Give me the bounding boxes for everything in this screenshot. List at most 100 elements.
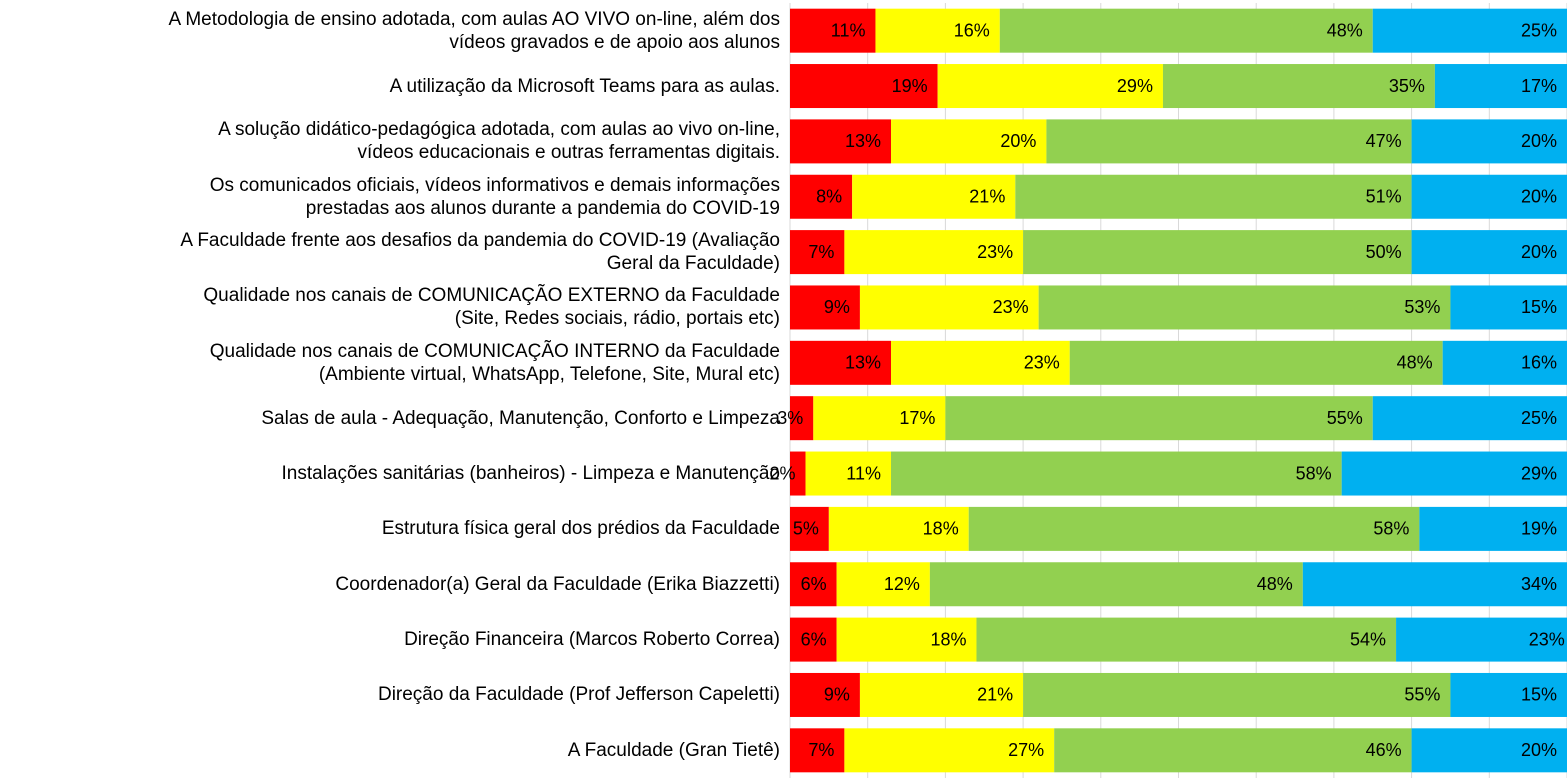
bar-segment (976, 617, 1397, 662)
data-label: 11% (831, 20, 866, 40)
bar-segment (1054, 728, 1412, 773)
data-label: 19% (1521, 519, 1557, 539)
bar-segment (1450, 672, 1567, 717)
bar-segment (968, 506, 1420, 551)
data-label: 11% (846, 463, 881, 483)
bar-segment (1442, 340, 1567, 385)
data-label: 48% (1327, 20, 1363, 40)
bar-segment (790, 174, 853, 219)
bar-segment (1434, 64, 1567, 109)
bar-segment (836, 562, 930, 607)
data-label: 55% (1327, 408, 1363, 428)
data-label: 2% (770, 463, 796, 483)
data-label: 13% (845, 353, 881, 373)
y-tick-label: A utilização da Microsoft Teams para as … (389, 75, 780, 97)
data-label: 55% (1404, 685, 1440, 705)
data-label: 7% (808, 242, 834, 262)
bar-segment (844, 728, 1055, 773)
y-tick-label: Salas de aula - Adequação, Manutenção, C… (261, 407, 780, 429)
bar-segment (852, 174, 1016, 219)
bar-segment (1411, 174, 1567, 219)
data-label: 18% (930, 629, 966, 649)
y-tick-label: A Faculdade (Gran Tietê) (567, 739, 780, 761)
data-label: 48% (1257, 574, 1293, 594)
data-label: 21% (969, 187, 1005, 207)
bar-segment (790, 64, 938, 109)
data-label: 18% (923, 519, 959, 539)
bar-segment (891, 451, 1342, 496)
bar-segment (790, 562, 837, 607)
data-label: 58% (1373, 519, 1409, 539)
y-tick-label: Instalações sanitárias (banheiros) - Lim… (281, 463, 781, 485)
data-label: 6% (801, 574, 827, 594)
bar-segment (790, 8, 876, 53)
data-label: 15% (1521, 297, 1557, 317)
data-label: 35% (1389, 76, 1425, 96)
data-label: 15% (1521, 685, 1557, 705)
data-label: 25% (1521, 20, 1557, 40)
bar-segment (1341, 451, 1567, 496)
bar-segment (859, 285, 1039, 330)
bar-segment (875, 8, 1000, 53)
bar-segment (1372, 396, 1567, 441)
data-label: 25% (1521, 408, 1557, 428)
y-tick-label: A Faculdade frente aos desafios da pande… (180, 230, 780, 275)
y-tick-label: Estrutura física geral dos prédios da Fa… (381, 518, 780, 540)
bar-segment (1023, 672, 1451, 717)
y-tick-label: Os comunicados oficiais, vídeos informat… (209, 174, 780, 219)
bar-segment (999, 8, 1373, 53)
data-label: 20% (1000, 131, 1036, 151)
data-label: 20% (1521, 187, 1557, 207)
y-tick-label: Coordenador(a) Geral da Faculdade (Erika… (335, 573, 780, 595)
data-label: 54% (1350, 629, 1386, 649)
data-label: 5% (793, 519, 819, 539)
data-label: 17% (1521, 76, 1557, 96)
y-tick-label: A Metodologia de ensino adotada, com aul… (168, 8, 780, 53)
data-label: 58% (1296, 463, 1332, 483)
data-label: 17% (899, 408, 935, 428)
data-label: 47% (1366, 131, 1402, 151)
data-label: 23% (993, 297, 1029, 317)
data-label: 13% (845, 131, 881, 151)
bar-segment (790, 396, 814, 441)
bar-segment (790, 506, 829, 551)
data-label: 34% (1521, 574, 1557, 594)
data-label: 20% (1521, 740, 1557, 760)
bar-segment (1162, 64, 1435, 109)
data-label: 29% (1521, 463, 1557, 483)
bar-segment (1396, 617, 1567, 662)
bar-segment (945, 396, 1373, 441)
bar-segment (844, 230, 1024, 275)
bar-segment (1411, 728, 1567, 773)
bar-segment (1411, 119, 1567, 164)
data-label: 48% (1397, 353, 1433, 373)
data-label: 23% (977, 242, 1013, 262)
data-label: 20% (1521, 242, 1557, 262)
data-label: 12% (884, 574, 920, 594)
data-label: 29% (1117, 76, 1153, 96)
bar-segment (1015, 174, 1412, 219)
bar-segment (1023, 230, 1412, 275)
y-tick-label: Qualidade nos canais de COMUNICAÇÃO EXTE… (203, 285, 780, 330)
data-label: 19% (892, 76, 928, 96)
y-tick-label: A solução didático-pedagógica adotada, c… (218, 119, 780, 164)
bar-segment (1450, 285, 1567, 330)
data-label: 46% (1366, 740, 1402, 760)
bar-segment (1038, 285, 1451, 330)
data-label: 23% (1024, 353, 1060, 373)
y-tick-label: Qualidade nos canais de COMUNICAÇÃO INTE… (209, 340, 780, 385)
data-label: 16% (954, 20, 990, 40)
bar-segment (1419, 506, 1567, 551)
y-tick-label: Direção da Faculdade (Prof Jefferson Cap… (377, 684, 780, 706)
bar-segment (790, 340, 892, 385)
bar-segment (891, 119, 1047, 164)
data-label: 20% (1521, 131, 1557, 151)
bar-segment (937, 64, 1163, 109)
bar-segment (790, 617, 837, 662)
y-tick-label: Direção Financeira (Marcos Roberto Corre… (404, 629, 780, 651)
data-label: 27% (1008, 740, 1044, 760)
bar-segment (891, 340, 1070, 385)
bar-segment (790, 230, 845, 275)
data-label: 21% (977, 685, 1013, 705)
data-label: 50% (1366, 242, 1402, 262)
